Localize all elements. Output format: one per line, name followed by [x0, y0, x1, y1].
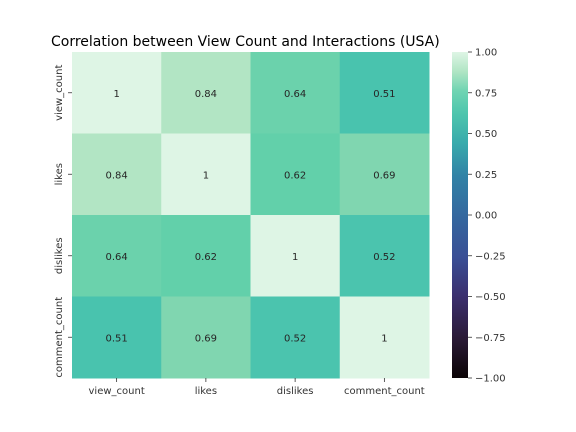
cell-value-label: 1 [113, 89, 119, 100]
heatmap-cell [72, 133, 162, 216]
heatmap-cell [72, 52, 162, 134]
heatmap-cell [161, 296, 251, 379]
heatmap-cells: 1 0.84 0.64 0.51 0.84 1 0.62 0.69 0.64 0.62 1 0.52 0… [72, 52, 430, 379]
heatmap-cell [72, 215, 162, 297]
cell-value-label: 0.84 [195, 89, 217, 100]
colorbar-tick-label: −1.00 [475, 374, 506, 385]
x-axis-tick-labels: view_count likes dislikes comment_count [89, 378, 425, 397]
y-tick-label: comment_count [54, 297, 65, 378]
y-tick-label: view_count [54, 65, 65, 121]
heatmap-cell [339, 296, 430, 379]
colorbar-tick-label: −0.50 [475, 292, 506, 303]
colorbar-tick-label: 0.25 [475, 170, 497, 181]
heatmap-cell [161, 133, 251, 216]
heatmap-cell [250, 296, 341, 379]
heatmap-cell [250, 133, 341, 216]
cell-value-label: 0.64 [105, 252, 127, 263]
x-tick-label: view_count [89, 386, 145, 397]
cell-value-label: 0.51 [373, 89, 395, 100]
chart-title: Correlation between View Count and Inter… [51, 34, 440, 50]
cell-value-label: 0.62 [284, 170, 306, 181]
y-tick-label: dislikes [54, 237, 65, 274]
cell-value-label: 1 [381, 333, 387, 344]
heatmap-cell [339, 215, 430, 297]
cell-value-label: 0.69 [195, 333, 217, 344]
colorbar-tick-label: 0.00 [475, 211, 497, 222]
cell-value-label: 0.52 [284, 333, 306, 344]
heatmap-cell [161, 215, 251, 297]
heatmap-cell [250, 52, 341, 134]
heatmap-cell [72, 296, 162, 379]
colorbar-tick-label: 0.75 [475, 88, 497, 99]
x-tick-label: comment_count [344, 386, 425, 397]
colorbar-ticks: 1.00 0.75 0.50 0.25 0.00 −0.25 −0.50 −0.75 −1.00 [468, 48, 506, 385]
cell-value-label: 1 [203, 170, 209, 181]
x-tick-label: dislikes [277, 386, 314, 397]
cell-value-label: 0.52 [373, 252, 395, 263]
colorbar-tick-label: 0.50 [475, 129, 497, 140]
cell-value-label: 0.51 [105, 333, 127, 344]
heatmap-cell [161, 52, 251, 134]
heatmap-cell [339, 52, 430, 134]
cell-value-label: 0.62 [195, 252, 217, 263]
colorbar-tick-label: −0.75 [475, 333, 506, 344]
heatmap-cell [250, 215, 341, 297]
y-tick-label: likes [54, 163, 65, 185]
colorbar-tick-label: −0.25 [475, 251, 506, 262]
colorbar [452, 52, 468, 378]
cell-value-label: 1 [292, 252, 298, 263]
cell-value-label: 0.84 [105, 170, 127, 181]
cell-value-label: 0.69 [373, 170, 395, 181]
x-tick-label: likes [195, 386, 217, 397]
colorbar-tick-label: 1.00 [475, 48, 497, 59]
cell-value-label: 0.64 [284, 89, 306, 100]
heatmap-cell [339, 133, 430, 216]
